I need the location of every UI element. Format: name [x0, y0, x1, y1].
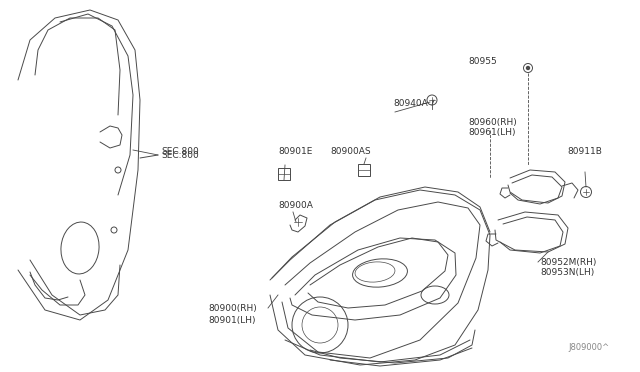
Text: 80901E: 80901E: [278, 148, 312, 157]
Text: 80901(LH): 80901(LH): [208, 315, 255, 324]
Text: SEC.800: SEC.800: [161, 148, 199, 157]
Text: J809000^: J809000^: [568, 343, 609, 353]
Text: 80900A: 80900A: [278, 201, 313, 209]
Text: 80953N(LH): 80953N(LH): [540, 269, 595, 278]
Text: 80952M(RH): 80952M(RH): [540, 257, 596, 266]
Text: 80961(LH): 80961(LH): [468, 128, 515, 138]
Circle shape: [527, 67, 529, 70]
Bar: [358, 164, 370, 176]
Bar: [278, 168, 290, 180]
Text: 80911B: 80911B: [567, 148, 602, 157]
Text: 80900(RH): 80900(RH): [208, 304, 257, 312]
Text: 80960(RH): 80960(RH): [468, 118, 516, 126]
Text: 80900AS: 80900AS: [330, 148, 371, 157]
Text: 80940A: 80940A: [393, 99, 428, 109]
Text: 80955: 80955: [468, 58, 497, 67]
Text: SEC.800: SEC.800: [161, 151, 199, 160]
